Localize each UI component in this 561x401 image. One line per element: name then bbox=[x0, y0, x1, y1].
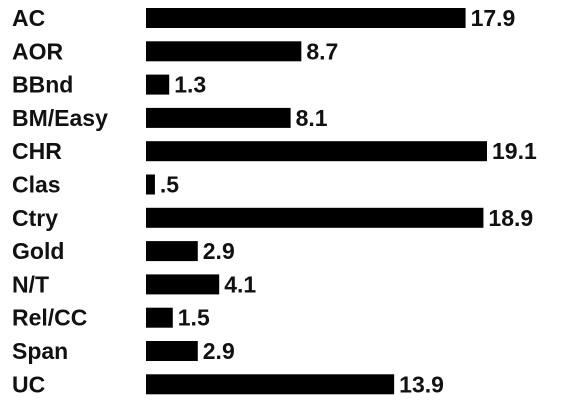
category-label-n-t: N/T bbox=[12, 271, 49, 297]
category-label-bbnd: BBnd bbox=[12, 72, 73, 98]
category-label-ac: AC bbox=[12, 5, 45, 31]
value-label-clas: .5 bbox=[160, 172, 179, 198]
category-label-clas: Clas bbox=[12, 172, 61, 198]
value-label-n-t: 4.1 bbox=[224, 271, 256, 297]
category-label-rel-cc: Rel/CC bbox=[12, 305, 87, 331]
category-label-chr: CHR bbox=[12, 138, 62, 164]
value-label-chr: 19.1 bbox=[492, 138, 537, 164]
category-label-gold: Gold bbox=[12, 238, 64, 264]
category-label-uc: UC bbox=[12, 371, 45, 397]
category-label-bm-easy: BM/Easy bbox=[12, 105, 108, 131]
bar-clas bbox=[146, 175, 155, 195]
bar-aor bbox=[146, 41, 301, 61]
bar-ctry bbox=[146, 208, 483, 228]
value-label-uc: 13.9 bbox=[399, 371, 444, 397]
value-label-span: 2.9 bbox=[203, 338, 235, 364]
bar-gold bbox=[146, 241, 198, 261]
category-label-span: Span bbox=[12, 338, 68, 364]
bars bbox=[146, 8, 487, 394]
bar-n-t bbox=[146, 274, 219, 294]
bar-bbnd bbox=[146, 75, 169, 95]
bar-span bbox=[146, 341, 198, 361]
bar-bm-easy bbox=[146, 108, 291, 128]
value-label-aor: 8.7 bbox=[306, 38, 338, 64]
value-labels: 17.9 8.7 1.3 8.1 19.1 .5 18.9 2.9 4.1 1.5 2.9 13.9 bbox=[160, 5, 537, 397]
value-label-gold: 2.9 bbox=[203, 238, 235, 264]
bar-uc bbox=[146, 374, 394, 394]
value-label-ac: 17.9 bbox=[471, 5, 516, 31]
category-label-aor: AOR bbox=[12, 38, 64, 64]
category-label-ctry: Ctry bbox=[12, 205, 58, 231]
value-label-bm-easy: 8.1 bbox=[296, 105, 328, 131]
bar-rel-cc bbox=[146, 308, 173, 328]
value-label-rel-cc: 1.5 bbox=[178, 305, 210, 331]
value-label-bbnd: 1.3 bbox=[174, 72, 206, 98]
value-label-ctry: 18.9 bbox=[488, 205, 533, 231]
bar-ac bbox=[146, 8, 466, 28]
category-labels: AC AOR BBnd BM/Easy CHR Clas Ctry Gold N/T Rel/CC… bbox=[12, 5, 108, 397]
bar-chr bbox=[146, 141, 487, 161]
